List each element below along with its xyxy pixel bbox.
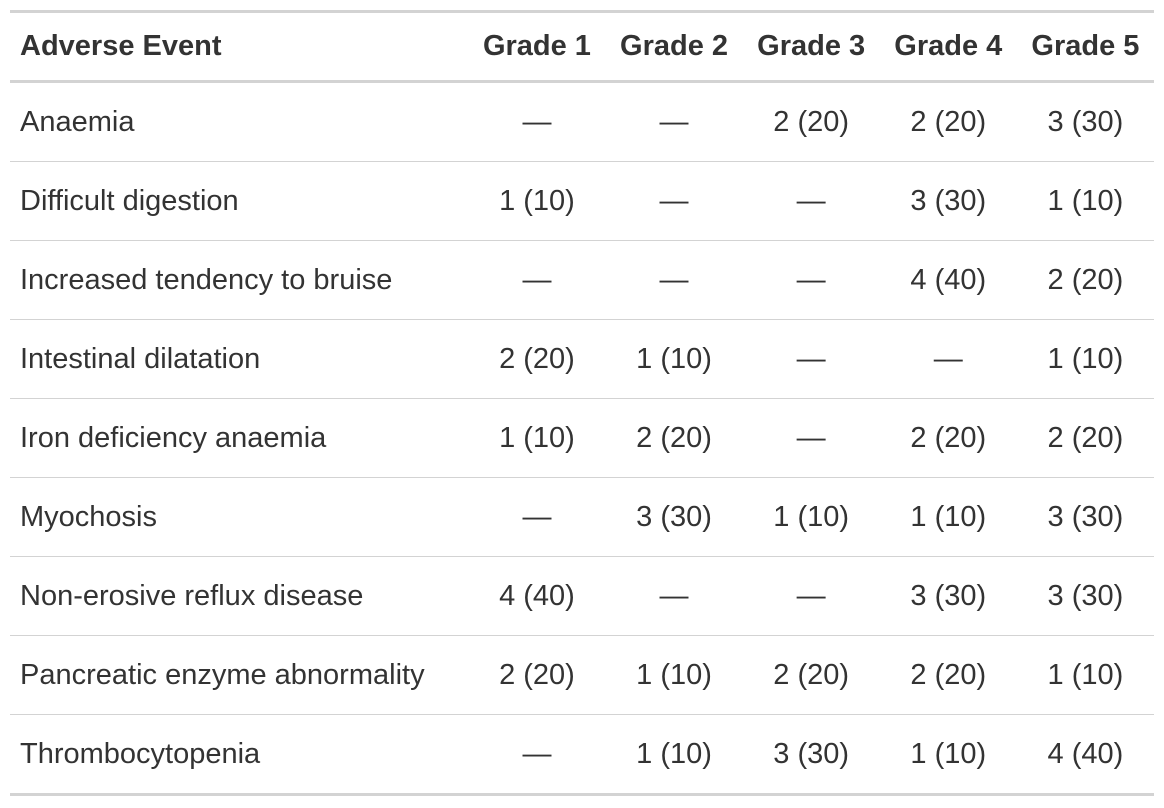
grade-cell: —	[605, 240, 743, 320]
grade-cell: 2 (20)	[468, 635, 606, 715]
grade-cell: 3 (30)	[879, 161, 1017, 241]
column-header: Grade 2	[620, 30, 729, 62]
grade-cell: 3 (30)	[1016, 477, 1154, 557]
grade-cell: —	[742, 556, 880, 636]
table-header: Adverse Event Grade 1 Grade 2 Grade 3 Grade …	[10, 11, 1154, 82]
grade-cell: 1 (10)	[605, 635, 743, 715]
grade-cell: 2 (20)	[742, 635, 880, 715]
grade-cell: —	[742, 240, 880, 320]
grade-cell: —	[605, 556, 743, 636]
table-row: Non-erosive reflux disease 4 (40) — —3 (30)…	[10, 556, 1154, 636]
grade-cell: —	[742, 398, 880, 478]
grade-cell: 3 (30)	[742, 714, 880, 796]
grade-cell: 3 (30)	[1016, 556, 1154, 636]
adverse-event-table: Adverse Event Grade 1 Grade 2 Grade 3 Grade …	[10, 10, 1154, 796]
grade-cell: 1 (10)	[1016, 635, 1154, 715]
grade-cell: 3 (30)	[1016, 81, 1154, 162]
table-row: Pancreatic enzyme abnormality 2 (20) 1 (10…	[10, 635, 1154, 715]
grade-cell: —	[468, 714, 606, 796]
grade-cell: 4 (40)	[879, 240, 1017, 320]
column-header: Grade 1	[482, 30, 591, 62]
column-header: Grade 5	[1031, 30, 1140, 62]
grade-cell: —	[605, 81, 743, 162]
grade-cell: 1 (10)	[605, 319, 743, 399]
event-name: Anaemia	[10, 81, 469, 162]
grade-cell: —	[605, 161, 743, 241]
column-header: Grade 4	[894, 30, 1003, 62]
grade-cell: 1 (10)	[468, 398, 606, 478]
grade-cell: 2 (20)	[879, 81, 1017, 162]
grade-cell: 1 (10)	[742, 477, 880, 557]
column-header: Adverse Event	[20, 30, 222, 62]
grade-cell: 1 (10)	[468, 161, 606, 241]
grade-cell: —	[742, 319, 880, 399]
grade-cell: 1 (10)	[1016, 319, 1154, 399]
grade-cell: 3 (30)	[879, 556, 1017, 636]
event-name: Pancreatic enzyme abnormality	[10, 635, 469, 715]
table-row: Increased tendency to bruise — — —4 (40) 2 (…	[10, 240, 1154, 320]
event-name: Non-erosive reflux disease	[10, 556, 469, 636]
grade-cell: 2 (20)	[468, 319, 606, 399]
column-header: Grade 3	[757, 30, 866, 62]
event-name: Intestinal dilatation	[10, 319, 469, 399]
table-row: Intestinal dilatation 2 (20) 1 (10) — —1 (10…	[10, 319, 1154, 399]
grade-cell: 1 (10)	[605, 714, 743, 796]
table-row: Iron deficiency anaemia 1 (10) 2 (20) —2 (2…	[10, 398, 1154, 478]
table-row: Difficult digestion 1 (10) — —3 (30) 1 (10)	[10, 161, 1154, 241]
event-name: Iron deficiency anaemia	[10, 398, 469, 478]
table-row: Myochosis —3 (30) 1 (10) 1 (10) 3 (30)	[10, 477, 1154, 557]
event-name: Myochosis	[10, 477, 469, 557]
table-body: Anaemia — —2 (20) 2 (20) 3 (30) Difficult dig…	[10, 81, 1154, 796]
grade-cell: 2 (20)	[1016, 398, 1154, 478]
event-name: Increased tendency to bruise	[10, 240, 469, 320]
grade-cell: 1 (10)	[879, 477, 1017, 557]
table-row: Thrombocytopenia —1 (10) 3 (30) 1 (10) 4 (40…	[10, 714, 1154, 796]
grade-cell: 1 (10)	[1016, 161, 1154, 241]
grade-cell: 3 (30)	[605, 477, 743, 557]
grade-cell: 2 (20)	[605, 398, 743, 478]
event-name: Thrombocytopenia	[10, 714, 469, 796]
grade-cell: 2 (20)	[742, 81, 880, 162]
grade-cell: —	[468, 477, 606, 557]
table-row: Anaemia — —2 (20) 2 (20) 3 (30)	[10, 81, 1154, 162]
grade-cell: 2 (20)	[1016, 240, 1154, 320]
grade-cell: —	[879, 319, 1017, 399]
grade-cell: 2 (20)	[879, 398, 1017, 478]
grade-cell: 4 (40)	[468, 556, 606, 636]
grade-cell: —	[468, 81, 606, 162]
grade-cell: —	[742, 161, 880, 241]
event-name: Difficult digestion	[10, 161, 469, 241]
grade-cell: 1 (10)	[879, 714, 1017, 796]
grade-cell: 2 (20)	[879, 635, 1017, 715]
grade-cell: 4 (40)	[1016, 714, 1154, 796]
header-row: Adverse Event Grade 1 Grade 2 Grade 3 Grade …	[10, 11, 1154, 82]
grade-cell: —	[468, 240, 606, 320]
